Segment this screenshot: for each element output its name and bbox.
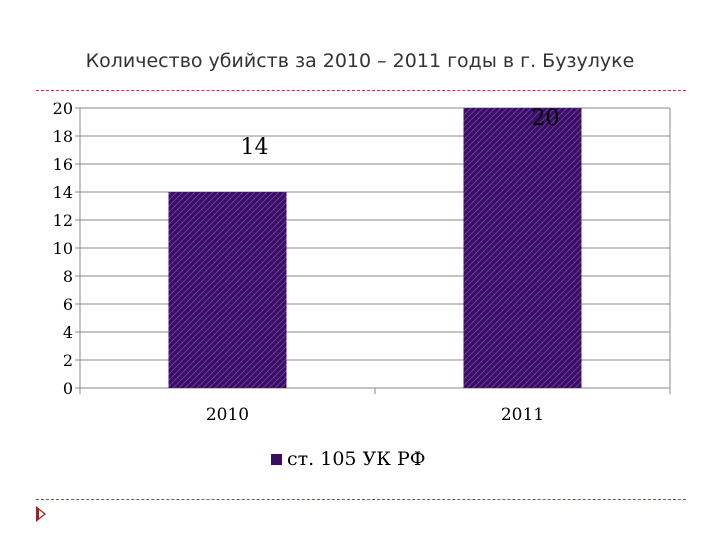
legend: ст. 105 УК РФ bbox=[271, 448, 426, 470]
y-tick-label: 20 bbox=[53, 99, 73, 118]
legend-label: ст. 105 УК РФ bbox=[287, 448, 426, 470]
y-tick-label: 6 bbox=[63, 295, 73, 314]
y-tick-label: 4 bbox=[63, 323, 73, 342]
y-tick-label: 18 bbox=[53, 127, 73, 146]
y-tick-label: 8 bbox=[63, 267, 73, 286]
bar-2011 bbox=[463, 108, 582, 388]
y-tick-label: 0 bbox=[63, 379, 73, 398]
category-label: 2010 bbox=[206, 405, 249, 425]
bars bbox=[168, 108, 582, 388]
y-tick-label: 10 bbox=[53, 239, 73, 258]
triangle-arrow-right-icon[interactable] bbox=[36, 506, 46, 522]
data-label: 20 bbox=[532, 106, 560, 131]
y-tick-label: 14 bbox=[53, 183, 73, 202]
top-divider bbox=[36, 90, 686, 91]
bottom-divider bbox=[36, 499, 686, 500]
category-label: 2011 bbox=[501, 405, 544, 425]
labels: 2010 14 2011 20 bbox=[206, 106, 560, 425]
legend-swatch bbox=[271, 453, 282, 465]
y-tick-label: 12 bbox=[53, 211, 73, 230]
bar-2010 bbox=[168, 192, 287, 388]
chart-title: Количество убийств за 2010 – 2011 годы в… bbox=[85, 50, 635, 72]
bar-chart: 0 2 4 6 8 10 12 14 16 18 20 2010 14 2011 20 bbox=[53, 99, 671, 425]
y-tick-label: 16 bbox=[53, 155, 73, 174]
y-tick-label: 2 bbox=[63, 351, 73, 370]
data-label: 14 bbox=[241, 135, 269, 160]
